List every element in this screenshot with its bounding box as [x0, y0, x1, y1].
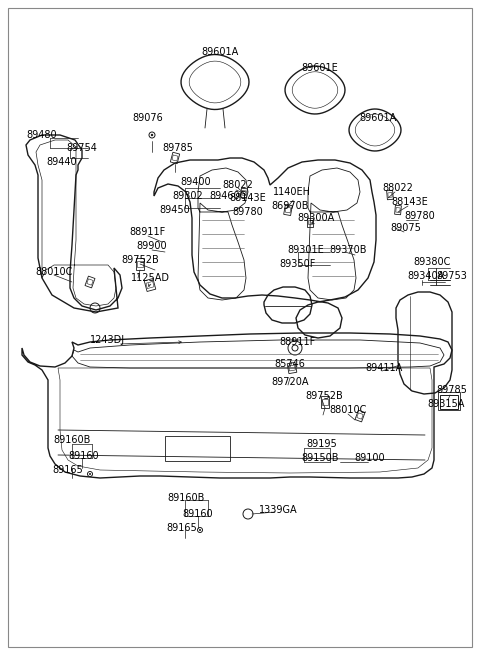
Text: 89440: 89440 [47, 157, 77, 167]
Text: 89300A: 89300A [298, 213, 335, 223]
Circle shape [199, 529, 201, 531]
Text: 89601A: 89601A [360, 113, 396, 123]
Text: 89460C: 89460C [209, 191, 247, 201]
Text: 89601A: 89601A [202, 47, 239, 57]
Text: 89315A: 89315A [427, 399, 465, 409]
Text: 89380C: 89380C [413, 257, 451, 267]
Text: 89720A: 89720A [271, 377, 309, 387]
Text: 89160: 89160 [69, 451, 99, 461]
Text: 88010C: 88010C [329, 405, 367, 415]
Text: 89340A: 89340A [408, 271, 444, 281]
Text: 89165: 89165 [53, 465, 84, 475]
Text: 89160B: 89160B [53, 435, 91, 445]
Text: 89785: 89785 [437, 385, 468, 395]
Text: 89450: 89450 [160, 205, 191, 215]
Circle shape [151, 134, 153, 136]
Text: 88143E: 88143E [392, 197, 428, 207]
Text: 89100: 89100 [355, 453, 385, 463]
Text: 89754: 89754 [67, 143, 97, 153]
Text: 89480: 89480 [27, 130, 57, 140]
Text: 89301E: 89301E [288, 245, 324, 255]
Text: 89302: 89302 [173, 191, 204, 201]
Text: 88143E: 88143E [229, 193, 266, 203]
Bar [165, 436, 230, 461]
Text: 1339GA: 1339GA [259, 505, 297, 515]
Text: 89900: 89900 [137, 241, 168, 251]
Bar [438, 392, 460, 410]
Text: 89780: 89780 [405, 211, 435, 221]
Text: 89752B: 89752B [121, 255, 159, 265]
Text: 1243DJ: 1243DJ [90, 335, 126, 345]
Bar [440, 395, 458, 409]
Circle shape [89, 473, 91, 475]
Text: 89411A: 89411A [365, 363, 403, 373]
Text: 89076: 89076 [132, 113, 163, 123]
Text: 89370B: 89370B [329, 245, 367, 255]
Text: 88022: 88022 [383, 183, 413, 193]
Text: 89780: 89780 [233, 207, 264, 217]
Text: 88010C: 88010C [36, 267, 72, 277]
Text: 89752B: 89752B [305, 391, 343, 401]
Text: 85746: 85746 [275, 359, 305, 369]
Text: 89150B: 89150B [301, 453, 339, 463]
Text: 89195: 89195 [307, 439, 337, 449]
Text: 89601E: 89601E [301, 63, 338, 73]
Text: 89753: 89753 [437, 271, 468, 281]
Text: 88022: 88022 [223, 180, 253, 190]
Text: 89160B: 89160B [168, 493, 204, 503]
Text: 88911F: 88911F [130, 227, 166, 237]
Text: 89160: 89160 [183, 509, 213, 519]
Text: 88911F: 88911F [280, 337, 316, 347]
Text: 89165: 89165 [167, 523, 197, 533]
Text: 89785: 89785 [163, 143, 193, 153]
Text: 1140EH: 1140EH [273, 187, 311, 197]
Text: 1125AD: 1125AD [131, 273, 169, 283]
Text: 86970B: 86970B [271, 201, 309, 211]
Text: 89400: 89400 [180, 177, 211, 187]
Text: 89350F: 89350F [280, 259, 316, 269]
Text: 89075: 89075 [391, 223, 421, 233]
